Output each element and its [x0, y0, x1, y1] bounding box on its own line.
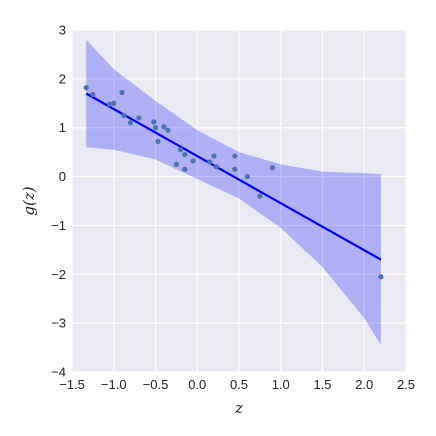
scatter-point	[119, 89, 125, 96]
y-tick-label: −1	[51, 218, 66, 233]
x-axis-label: z	[234, 399, 243, 417]
y-tick-label: −2	[51, 267, 66, 282]
scatter-point	[83, 85, 89, 91]
scatter-point	[177, 147, 184, 153]
x-tick-label: −1.0	[101, 377, 127, 392]
y-tick-label: 2	[59, 71, 66, 86]
y-axis-label: g(z)	[20, 186, 38, 215]
scatter-point	[111, 100, 117, 106]
scatter-point	[269, 165, 275, 171]
scatter-point	[182, 166, 188, 172]
fit-line-layer	[85, 92, 382, 261]
y-tick-label: 3	[59, 23, 66, 38]
y-tick-label: −3	[51, 316, 66, 331]
scatter-point	[155, 138, 161, 144]
x-tick-label: 2.5	[397, 377, 415, 392]
scatter-points-layer	[83, 85, 384, 280]
scatter-point	[182, 151, 188, 158]
scatter-point	[211, 153, 217, 159]
scatter-point	[213, 164, 220, 170]
scatter-point	[232, 166, 238, 172]
grid-lines	[71, 29, 407, 373]
scatter-point	[152, 125, 159, 131]
scatter-point	[127, 120, 134, 126]
scatter-point	[121, 112, 127, 119]
scatter-point	[165, 127, 171, 133]
x-tick-label: 1.0	[272, 377, 290, 392]
scatter-point	[161, 124, 167, 130]
scatter-point	[244, 173, 250, 180]
scatter-point	[173, 161, 179, 167]
scatter-point	[90, 91, 96, 98]
y-tick-label: 1	[59, 120, 66, 135]
confidence-band-layer	[86, 39, 381, 346]
regression-line	[85, 92, 382, 261]
scatter-point	[207, 159, 213, 165]
x-tick-label: −1.5	[59, 377, 85, 392]
x-tick-label: 0.5	[230, 377, 248, 392]
x-tick-label: 0.0	[188, 377, 206, 392]
scatter-point	[106, 101, 113, 107]
scatter-point	[151, 119, 157, 125]
x-tick-labels: −1.5 −1.0 −0.5 0.0 0.5 1.0 1.5 2.0 2.5	[59, 377, 415, 392]
scatter-point	[190, 158, 196, 164]
scatter-point	[378, 274, 384, 280]
scatter-point	[232, 153, 238, 159]
y-tick-label: −4	[51, 365, 66, 380]
scatter-point	[136, 115, 142, 121]
y-tick-label: 0	[59, 169, 66, 184]
y-tick-labels: 3 2 1 0 −1 −2 −3 −4	[51, 23, 66, 380]
x-tick-label: 2.0	[355, 377, 373, 392]
scatter-point	[257, 193, 263, 199]
x-tick-label: 1.5	[313, 377, 331, 392]
confidence-band	[86, 39, 381, 346]
x-tick-label: −0.5	[143, 377, 169, 392]
